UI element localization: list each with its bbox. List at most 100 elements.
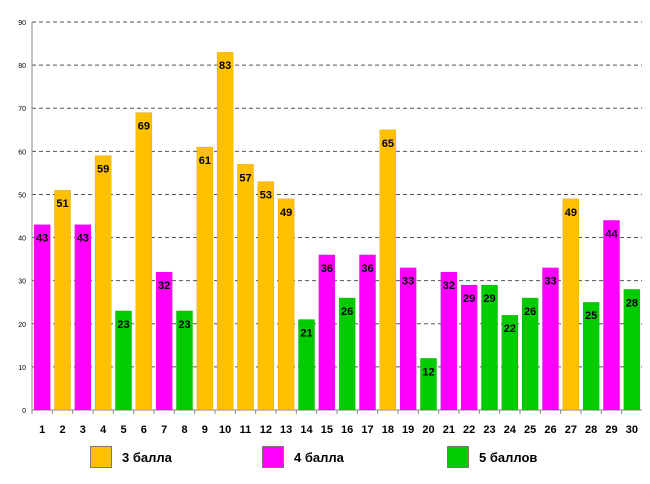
- legend-label-5-points: 5 баллов: [479, 449, 538, 465]
- data-label: 22: [504, 323, 516, 335]
- bar: [623, 289, 641, 411]
- bar: [501, 314, 519, 411]
- data-label: 49: [565, 207, 577, 219]
- data-label: 21: [300, 327, 312, 339]
- data-label: 49: [280, 207, 292, 219]
- data-label: 33: [402, 276, 414, 288]
- data-label: 43: [77, 233, 89, 245]
- bar: [54, 189, 71, 411]
- bar: [135, 112, 153, 411]
- y-tick-label: 90: [18, 20, 26, 27]
- y-tick-label: 40: [18, 236, 26, 243]
- data-label: 59: [97, 164, 109, 176]
- x-tick-label: 7: [161, 424, 167, 436]
- data-label: 26: [341, 306, 353, 318]
- x-tick-label: 13: [280, 424, 292, 436]
- data-label: 26: [524, 306, 536, 318]
- data-label: 33: [544, 276, 556, 288]
- data-label: 36: [321, 263, 333, 275]
- x-tick-label: 2: [59, 424, 65, 436]
- data-label: 61: [199, 155, 211, 167]
- bar: [582, 301, 600, 411]
- y-tick-label: 30: [18, 279, 26, 286]
- y-tick-label: 70: [18, 106, 26, 113]
- x-tick-label: 11: [240, 424, 252, 436]
- bar: [420, 358, 437, 411]
- x-tick-label: 10: [219, 424, 231, 436]
- x-tick-label: 5: [120, 424, 126, 436]
- x-tick-label: 21: [443, 424, 455, 436]
- x-tick-label: 28: [585, 424, 597, 436]
- bar: [257, 181, 275, 411]
- x-tick-label: 26: [544, 424, 556, 436]
- y-tick-label: 10: [18, 365, 26, 372]
- x-tick-label: 14: [300, 424, 313, 436]
- data-label: 23: [178, 319, 190, 331]
- bar: [318, 254, 336, 411]
- y-tick-label: 20: [18, 322, 26, 329]
- x-tick-label: 19: [402, 424, 414, 436]
- bar: [237, 164, 254, 411]
- legend-label-4-points: 4 балла: [294, 449, 344, 465]
- x-tick-label: 8: [181, 424, 187, 436]
- bar: [460, 284, 478, 411]
- y-tick-label: 60: [18, 149, 26, 156]
- data-label: 57: [239, 172, 251, 184]
- data-label: 36: [361, 263, 373, 275]
- data-label: 65: [382, 138, 394, 150]
- x-tick-label: 18: [382, 424, 394, 436]
- bar: [277, 198, 295, 411]
- data-label: 32: [443, 280, 455, 292]
- data-label: 32: [158, 280, 170, 292]
- data-label: 51: [56, 198, 68, 210]
- bar: [440, 271, 458, 411]
- x-tick-label: 3: [80, 424, 86, 436]
- bar: [216, 51, 234, 411]
- data-label: 53: [260, 190, 272, 202]
- x-tick-label: 25: [524, 424, 536, 436]
- bar: [298, 319, 315, 411]
- bar: [74, 224, 92, 411]
- bar: [338, 297, 356, 411]
- x-tick-label: 16: [341, 424, 353, 436]
- data-label: 83: [219, 60, 231, 72]
- legend-item-5-points: 5 баллов: [447, 445, 537, 469]
- bar-chart: 0102030405060708090431512433594235696327…: [18, 20, 642, 436]
- x-tick-label: 23: [483, 424, 495, 436]
- bar: [399, 267, 417, 411]
- bar: [176, 310, 193, 411]
- x-tick-label: 27: [565, 424, 577, 436]
- data-label: 25: [585, 310, 597, 322]
- data-label: 29: [483, 293, 495, 305]
- data-label: 23: [117, 319, 129, 331]
- x-tick-label: 17: [361, 424, 373, 436]
- x-tick-label: 24: [504, 424, 517, 436]
- legend-label-3-points: 3 балла: [122, 449, 172, 465]
- data-label: 69: [138, 121, 150, 133]
- bar: [481, 284, 498, 411]
- x-tick-label: 20: [422, 424, 434, 436]
- bar: [94, 155, 112, 411]
- bar: [155, 271, 173, 411]
- bar: [196, 146, 214, 411]
- data-label: 29: [463, 293, 475, 305]
- legend-swatch-3-points: [90, 446, 112, 468]
- x-tick-label: 9: [202, 424, 208, 436]
- legend-swatch-4-points: [262, 446, 284, 468]
- bar: [33, 224, 51, 411]
- y-tick-label: 0: [22, 408, 26, 415]
- x-tick-label: 30: [626, 424, 638, 436]
- x-tick-label: 1: [39, 424, 45, 436]
- bar: [603, 220, 620, 411]
- x-tick-label: 6: [141, 424, 147, 436]
- data-label: 12: [422, 366, 434, 378]
- y-tick-label: 80: [18, 63, 26, 70]
- bar: [542, 267, 559, 411]
- y-tick-label: 50: [18, 192, 26, 199]
- bar: [379, 129, 397, 411]
- bar: [521, 297, 539, 411]
- data-label: 43: [36, 233, 48, 245]
- bar: [359, 254, 376, 411]
- legend-item-4-points: 4 балла: [262, 445, 344, 469]
- x-tick-label: 29: [605, 424, 617, 436]
